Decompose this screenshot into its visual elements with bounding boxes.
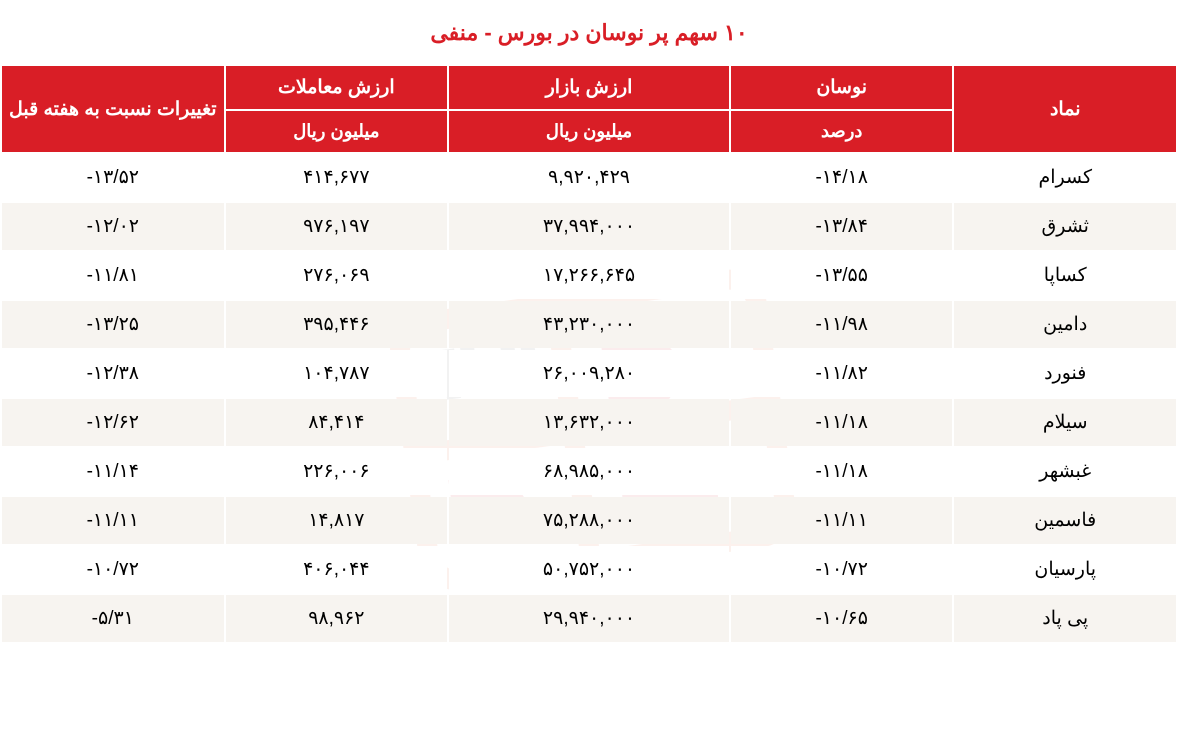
cell-symbol: کساپا — [954, 252, 1176, 299]
cell-trade_value: ۱۴,۸۱۷ — [226, 497, 448, 544]
cell-market_value: ۲۶,۰۰۹,۲۸۰ — [449, 350, 729, 397]
cell-volatility: -۱۱/۱۸ — [731, 399, 953, 446]
cell-change: -۱۲/۶۲ — [2, 399, 224, 446]
cell-volatility: -۱۱/۱۸ — [731, 448, 953, 495]
table-row: دامین-۱۱/۹۸۴۳,۲۳۰,۰۰۰۳۹۵,۴۴۶-۱۳/۲۵ — [2, 301, 1176, 348]
cell-change: -۱۲/۰۲ — [2, 203, 224, 250]
cell-trade_value: ۴۰۶,۰۴۴ — [226, 546, 448, 593]
cell-volatility: -۱۱/۱۱ — [731, 497, 953, 544]
cell-market_value: ۲۹,۹۴۰,۰۰۰ — [449, 595, 729, 642]
cell-market_value: ۴۳,۲۳۰,۰۰۰ — [449, 301, 729, 348]
col-subheader-trade-value: میلیون ریال — [226, 111, 448, 152]
col-subheader-volatility: درصد — [731, 111, 953, 152]
cell-volatility: -۱۱/۹۸ — [731, 301, 953, 348]
cell-trade_value: ۱۰۴,۷۸۷ — [226, 350, 448, 397]
col-header-change: تغییرات نسبت به هفته قبل — [2, 66, 224, 152]
cell-change: -۱۱/۱۱ — [2, 497, 224, 544]
col-header-market-value: ارزش بازار — [449, 66, 729, 109]
cell-trade_value: ۹۸,۹۶۲ — [226, 595, 448, 642]
table-row: کساپا-۱۳/۵۵۱۷,۲۶۶,۶۴۵۲۷۶,۰۶۹-۱۱/۸۱ — [2, 252, 1176, 299]
col-subheader-market-value: میلیون ریال — [449, 111, 729, 152]
cell-market_value: ۱۷,۲۶۶,۶۴۵ — [449, 252, 729, 299]
cell-trade_value: ۲۷۶,۰۶۹ — [226, 252, 448, 299]
cell-market_value: ۵۰,۷۵۲,۰۰۰ — [449, 546, 729, 593]
cell-market_value: ۳۷,۹۹۴,۰۰۰ — [449, 203, 729, 250]
col-header-trade-value: ارزش معاملات — [226, 66, 448, 109]
cell-volatility: -۱۰/۷۲ — [731, 546, 953, 593]
cell-symbol: سیلام — [954, 399, 1176, 446]
cell-market_value: ۹,۹۲۰,۴۲۹ — [449, 154, 729, 201]
table-row: کسرام-۱۴/۱۸۹,۹۲۰,۴۲۹۴۱۴,۶۷۷-۱۳/۵۲ — [2, 154, 1176, 201]
cell-volatility: -۱۳/۸۴ — [731, 203, 953, 250]
cell-trade_value: ۸۴,۴۱۴ — [226, 399, 448, 446]
cell-change: -۱۱/۱۴ — [2, 448, 224, 495]
cell-change: -۱۲/۳۸ — [2, 350, 224, 397]
cell-symbol: غبشهر — [954, 448, 1176, 495]
cell-trade_value: ۳۹۵,۴۴۶ — [226, 301, 448, 348]
cell-trade_value: ۹۷۶,۱۹۷ — [226, 203, 448, 250]
col-header-symbol: نماد — [954, 66, 1176, 152]
cell-symbol: ثشرق — [954, 203, 1176, 250]
cell-symbol: فنورد — [954, 350, 1176, 397]
cell-volatility: -۱۴/۱۸ — [731, 154, 953, 201]
cell-market_value: ۷۵,۲۸۸,۰۰۰ — [449, 497, 729, 544]
cell-symbol: دامین — [954, 301, 1176, 348]
table-row: غبشهر-۱۱/۱۸۶۸,۹۸۵,۰۰۰۲۲۶,۰۰۶-۱۱/۱۴ — [2, 448, 1176, 495]
cell-symbol: پی پاد — [954, 595, 1176, 642]
cell-trade_value: ۴۱۴,۶۷۷ — [226, 154, 448, 201]
table-row: پی پاد-۱۰/۶۵۲۹,۹۴۰,۰۰۰۹۸,۹۶۲-۵/۳۱ — [2, 595, 1176, 642]
table-row: پارسیان-۱۰/۷۲۵۰,۷۵۲,۰۰۰۴۰۶,۰۴۴-۱۰/۷۲ — [2, 546, 1176, 593]
col-header-volatility: نوسان — [731, 66, 953, 109]
table-title: ۱۰ سهم پر نوسان در بورس - منفی — [0, 20, 1178, 46]
cell-change: -۵/۳۱ — [2, 595, 224, 642]
cell-symbol: پارسیان — [954, 546, 1176, 593]
cell-symbol: فاسمین — [954, 497, 1176, 544]
cell-change: -۱۳/۲۵ — [2, 301, 224, 348]
table-row: فاسمین-۱۱/۱۱۷۵,۲۸۸,۰۰۰۱۴,۸۱۷-۱۱/۱۱ — [2, 497, 1176, 544]
cell-volatility: -۱۳/۵۵ — [731, 252, 953, 299]
cell-symbol: کسرام — [954, 154, 1176, 201]
cell-market_value: ۶۸,۹۸۵,۰۰۰ — [449, 448, 729, 495]
cell-volatility: -۱۱/۸۲ — [731, 350, 953, 397]
table-row: ثشرق-۱۳/۸۴۳۷,۹۹۴,۰۰۰۹۷۶,۱۹۷-۱۲/۰۲ — [2, 203, 1176, 250]
cell-change: -۱۱/۸۱ — [2, 252, 224, 299]
cell-change: -۱۳/۵۲ — [2, 154, 224, 201]
cell-market_value: ۱۳,۶۳۲,۰۰۰ — [449, 399, 729, 446]
table-row: سیلام-۱۱/۱۸۱۳,۶۳۲,۰۰۰۸۴,۴۱۴-۱۲/۶۲ — [2, 399, 1176, 446]
volatility-table: نماد نوسان ارزش بازار ارزش معاملات تغییر… — [0, 64, 1178, 644]
cell-volatility: -۱۰/۶۵ — [731, 595, 953, 642]
cell-trade_value: ۲۲۶,۰۰۶ — [226, 448, 448, 495]
table-row: فنورد-۱۱/۸۲۲۶,۰۰۹,۲۸۰۱۰۴,۷۸۷-۱۲/۳۸ — [2, 350, 1176, 397]
cell-change: -۱۰/۷۲ — [2, 546, 224, 593]
header-row-1: نماد نوسان ارزش بازار ارزش معاملات تغییر… — [2, 66, 1176, 109]
